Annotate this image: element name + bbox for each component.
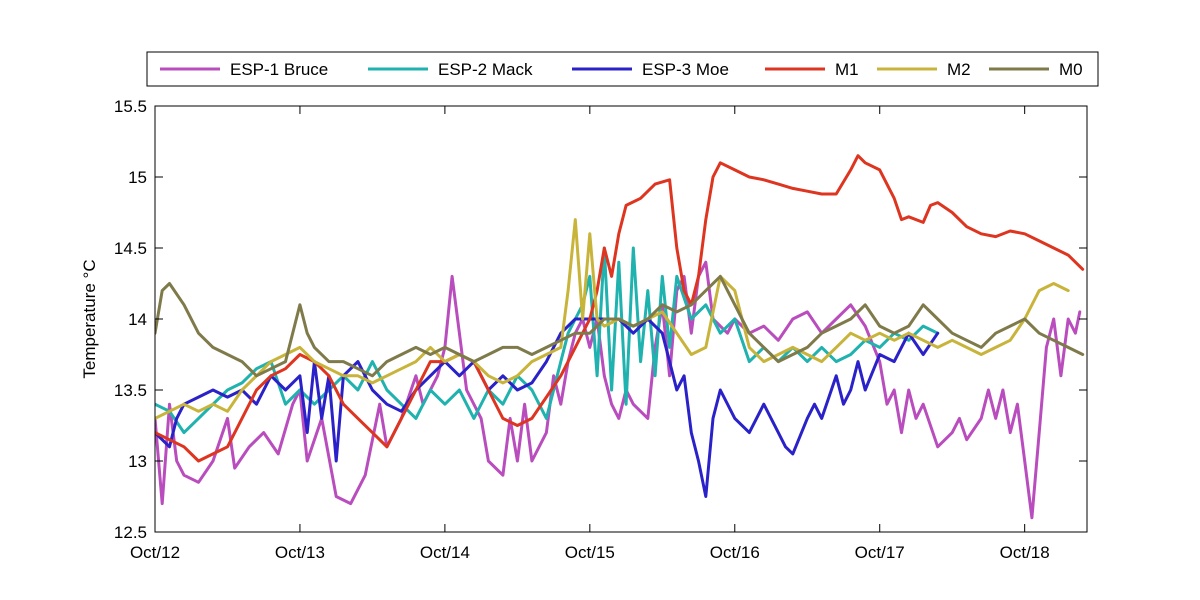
x-tick-label: Oct/16 [710, 543, 760, 562]
series-line-6 [155, 274, 1085, 378]
y-tick-label: 12.5 [114, 523, 147, 542]
series-line-1 [155, 260, 1082, 520]
x-tick-label: Oct/12 [130, 543, 180, 562]
y-tick-label: 15 [128, 168, 147, 187]
legend: ESP-1 Bruce ESP-2 Mack ESP-3 Moe M1 M2 M0 [146, 51, 1099, 87]
series-line-3 [155, 317, 940, 498]
y-tick-label: 15.5 [114, 97, 147, 116]
series-layer [155, 154, 1085, 520]
x-tick-label: Oct/13 [275, 543, 325, 562]
x-tick-label: Oct/14 [420, 543, 470, 562]
y-tick-label: 13.5 [114, 381, 147, 400]
x-axis: Oct/12 Oct/13 Oct/14 Oct/15 Oct/16 Oct/17 Oct/… [130, 106, 1050, 562]
x-tick-label: Oct/15 [565, 543, 615, 562]
series-line-4 [155, 154, 1085, 463]
legend-label: M1 [835, 60, 859, 79]
legend-label: M2 [947, 60, 971, 79]
legend-label: M0 [1059, 60, 1083, 79]
series-line-5 [155, 218, 1070, 420]
legend-label: ESP-2 Mack [438, 60, 533, 79]
y-axis-label: Temperature °C [80, 259, 99, 378]
legend-label: ESP-1 Bruce [230, 60, 328, 79]
x-tick-label: Oct/18 [1000, 543, 1050, 562]
x-tick-label: Oct/17 [855, 543, 905, 562]
y-tick-label: 14.5 [114, 239, 147, 258]
y-tick-label: 13 [128, 452, 147, 471]
legend-label: ESP-3 Moe [642, 60, 729, 79]
y-axis: 12.5 13 13.5 14 14.5 15 15.5 [114, 97, 1087, 542]
y-tick-label: 14 [128, 310, 147, 329]
